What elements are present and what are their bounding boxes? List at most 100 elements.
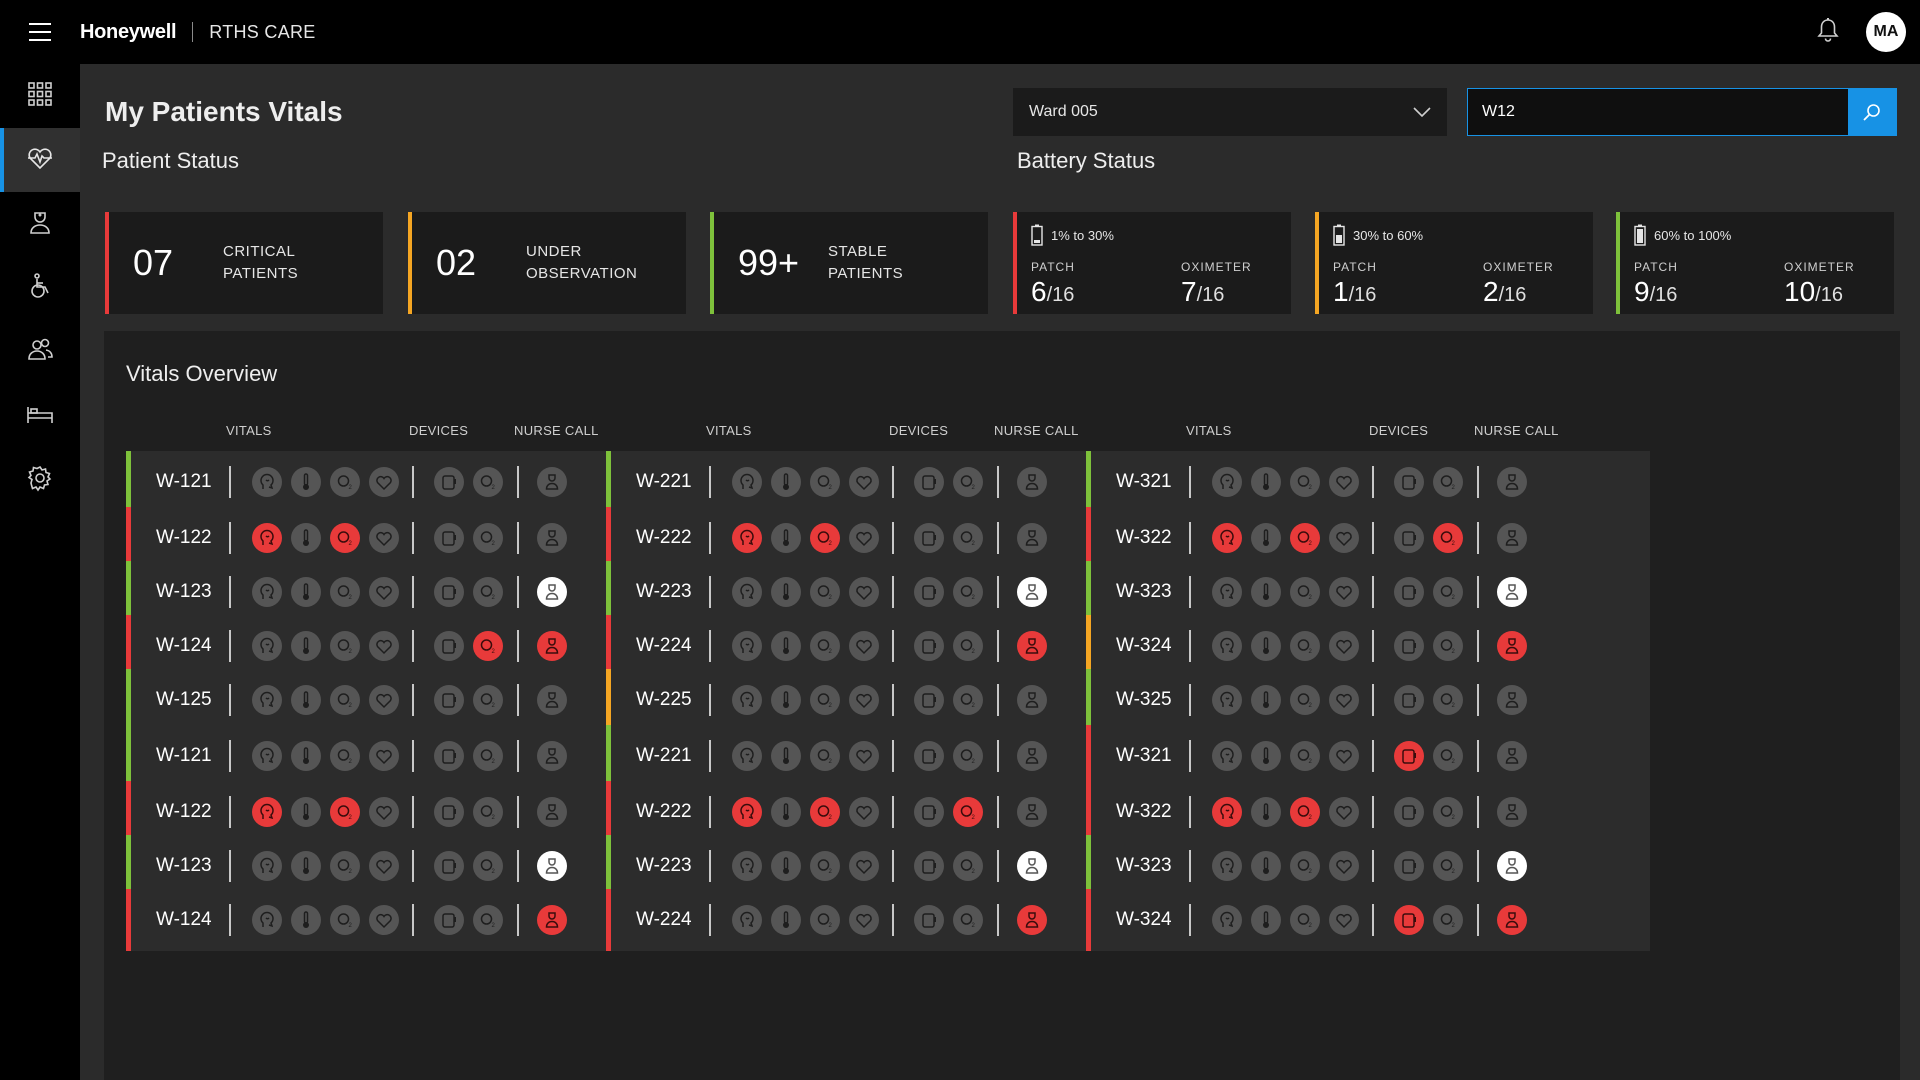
temperature-icon[interactable] bbox=[1251, 905, 1281, 935]
spo2-icon[interactable]: 2 bbox=[1290, 851, 1320, 881]
table-row[interactable]: W-124 2 2 bbox=[126, 889, 690, 951]
spo2-icon[interactable]: 2 bbox=[1290, 741, 1320, 771]
table-row[interactable]: W-323 2 2 bbox=[1086, 835, 1650, 897]
search-button[interactable] bbox=[1848, 89, 1896, 135]
oximeter-device-icon[interactable]: 2 bbox=[953, 851, 983, 881]
nurse-call-icon[interactable] bbox=[1497, 851, 1527, 881]
heart-rate-icon[interactable] bbox=[849, 685, 879, 715]
heart-rate-icon[interactable] bbox=[369, 741, 399, 771]
heart-rate-icon[interactable] bbox=[849, 797, 879, 827]
respiration-icon[interactable] bbox=[252, 467, 282, 497]
table-row[interactable]: W-223 2 2 bbox=[606, 835, 1170, 897]
oximeter-device-icon[interactable]: 2 bbox=[953, 685, 983, 715]
heart-rate-icon[interactable] bbox=[1329, 741, 1359, 771]
respiration-icon[interactable] bbox=[732, 467, 762, 497]
oximeter-device-icon[interactable]: 2 bbox=[953, 631, 983, 661]
respiration-icon[interactable] bbox=[252, 685, 282, 715]
heart-rate-icon[interactable] bbox=[369, 905, 399, 935]
table-row[interactable]: W-222 2 2 bbox=[606, 781, 1170, 843]
patch-device-icon[interactable] bbox=[1394, 631, 1424, 661]
patch-device-icon[interactable] bbox=[914, 685, 944, 715]
spo2-icon[interactable]: 2 bbox=[1290, 523, 1320, 553]
oximeter-device-icon[interactable]: 2 bbox=[1433, 905, 1463, 935]
respiration-icon[interactable] bbox=[1212, 577, 1242, 607]
temperature-icon[interactable] bbox=[1251, 631, 1281, 661]
patient-status-card[interactable]: 02 UNDER OBSERVATION bbox=[408, 212, 686, 314]
heart-rate-icon[interactable] bbox=[1329, 905, 1359, 935]
user-avatar[interactable]: MA bbox=[1866, 12, 1906, 52]
oximeter-device-icon[interactable]: 2 bbox=[473, 797, 503, 827]
temperature-icon[interactable] bbox=[1251, 577, 1281, 607]
table-row[interactable]: W-124 2 2 bbox=[126, 615, 690, 677]
spo2-icon[interactable]: 2 bbox=[330, 631, 360, 661]
battery-status-card[interactable]: 30% to 60% PATCH 1/16 OXIMETER 2/16 bbox=[1315, 212, 1593, 314]
oximeter-device-icon[interactable]: 2 bbox=[1433, 741, 1463, 771]
patch-device-icon[interactable] bbox=[1394, 741, 1424, 771]
oximeter-device-icon[interactable]: 2 bbox=[473, 741, 503, 771]
spo2-icon[interactable]: 2 bbox=[810, 467, 840, 497]
nurse-call-icon[interactable] bbox=[1497, 523, 1527, 553]
patch-device-icon[interactable] bbox=[434, 797, 464, 827]
menu-icon[interactable] bbox=[0, 0, 80, 64]
spo2-icon[interactable]: 2 bbox=[330, 851, 360, 881]
respiration-icon[interactable] bbox=[252, 577, 282, 607]
spo2-icon[interactable]: 2 bbox=[330, 741, 360, 771]
patch-device-icon[interactable] bbox=[914, 905, 944, 935]
sidebar-item-dashboard[interactable] bbox=[0, 64, 80, 128]
respiration-icon[interactable] bbox=[1212, 685, 1242, 715]
nurse-call-icon[interactable] bbox=[1497, 797, 1527, 827]
spo2-icon[interactable]: 2 bbox=[810, 685, 840, 715]
respiration-icon[interactable] bbox=[732, 905, 762, 935]
respiration-icon[interactable] bbox=[732, 577, 762, 607]
bell-icon[interactable] bbox=[1816, 17, 1840, 48]
spo2-icon[interactable]: 2 bbox=[330, 797, 360, 827]
heart-rate-icon[interactable] bbox=[1329, 631, 1359, 661]
spo2-icon[interactable]: 2 bbox=[810, 905, 840, 935]
oximeter-device-icon[interactable]: 2 bbox=[473, 631, 503, 661]
heart-rate-icon[interactable] bbox=[369, 797, 399, 827]
oximeter-device-icon[interactable]: 2 bbox=[1433, 631, 1463, 661]
heart-rate-icon[interactable] bbox=[849, 523, 879, 553]
temperature-icon[interactable] bbox=[771, 741, 801, 771]
oximeter-device-icon[interactable]: 2 bbox=[473, 905, 503, 935]
respiration-icon[interactable] bbox=[732, 741, 762, 771]
temperature-icon[interactable] bbox=[771, 631, 801, 661]
spo2-icon[interactable]: 2 bbox=[810, 577, 840, 607]
spo2-icon[interactable]: 2 bbox=[1290, 631, 1320, 661]
nurse-call-icon[interactable] bbox=[1497, 741, 1527, 771]
nurse-call-icon[interactable] bbox=[537, 631, 567, 661]
table-row[interactable]: W-324 2 2 bbox=[1086, 615, 1650, 677]
sidebar-item-staff[interactable] bbox=[0, 320, 80, 384]
spo2-icon[interactable]: 2 bbox=[330, 685, 360, 715]
temperature-icon[interactable] bbox=[771, 467, 801, 497]
table-row[interactable]: W-324 2 2 bbox=[1086, 889, 1650, 951]
ward-select[interactable]: Ward 005 bbox=[1013, 88, 1447, 136]
oximeter-device-icon[interactable]: 2 bbox=[473, 685, 503, 715]
nurse-call-icon[interactable] bbox=[1017, 851, 1047, 881]
oximeter-device-icon[interactable]: 2 bbox=[473, 467, 503, 497]
spo2-icon[interactable]: 2 bbox=[1290, 797, 1320, 827]
patch-device-icon[interactable] bbox=[434, 851, 464, 881]
temperature-icon[interactable] bbox=[291, 577, 321, 607]
table-row[interactable]: W-122 2 2 bbox=[126, 781, 690, 843]
nurse-call-icon[interactable] bbox=[1017, 797, 1047, 827]
patch-device-icon[interactable] bbox=[914, 523, 944, 553]
spo2-icon[interactable]: 2 bbox=[330, 905, 360, 935]
spo2-icon[interactable]: 2 bbox=[1290, 467, 1320, 497]
oximeter-device-icon[interactable]: 2 bbox=[1433, 685, 1463, 715]
table-row[interactable]: W-325 2 2 bbox=[1086, 669, 1650, 731]
heart-rate-icon[interactable] bbox=[849, 741, 879, 771]
patch-device-icon[interactable] bbox=[914, 741, 944, 771]
temperature-icon[interactable] bbox=[291, 905, 321, 935]
nurse-call-icon[interactable] bbox=[1017, 631, 1047, 661]
patch-device-icon[interactable] bbox=[914, 797, 944, 827]
patch-device-icon[interactable] bbox=[434, 685, 464, 715]
patch-device-icon[interactable] bbox=[1394, 577, 1424, 607]
oximeter-device-icon[interactable]: 2 bbox=[473, 577, 503, 607]
heart-rate-icon[interactable] bbox=[369, 467, 399, 497]
table-row[interactable]: W-221 2 2 bbox=[606, 451, 1170, 513]
temperature-icon[interactable] bbox=[771, 577, 801, 607]
nurse-call-icon[interactable] bbox=[1497, 905, 1527, 935]
search-input[interactable] bbox=[1468, 89, 1848, 135]
heart-rate-icon[interactable] bbox=[849, 577, 879, 607]
